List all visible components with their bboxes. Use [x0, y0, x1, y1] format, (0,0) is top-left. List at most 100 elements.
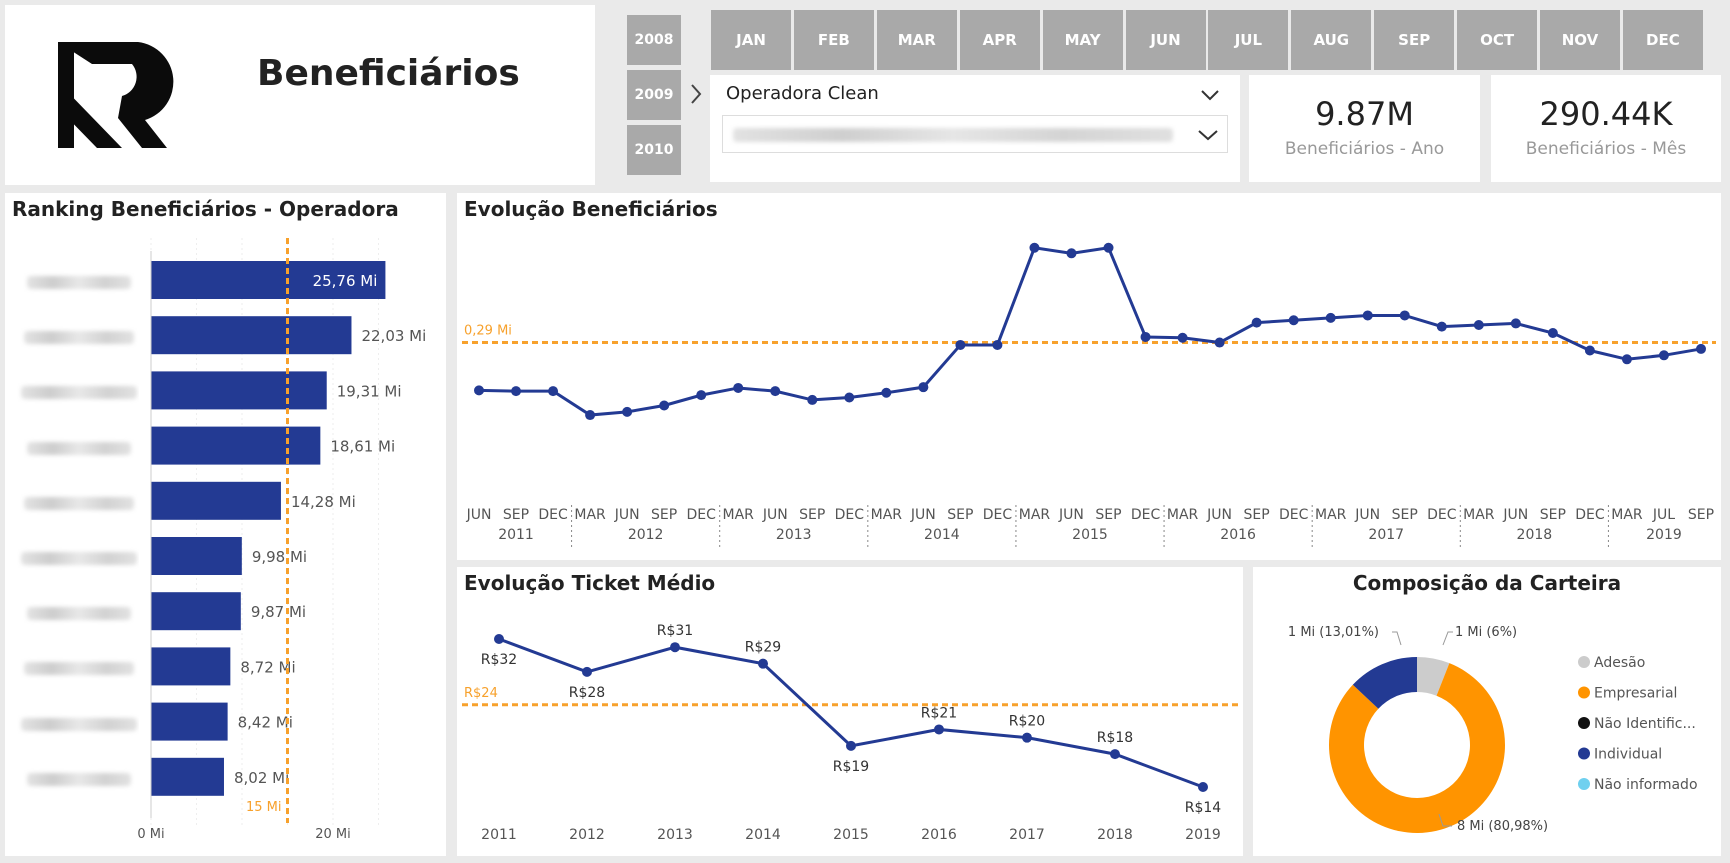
- leader-line: [1438, 813, 1452, 827]
- slice[interactable]: [1417, 657, 1450, 696]
- data-point[interactable]: [585, 410, 596, 421]
- logo-icon: [58, 42, 174, 148]
- data-point[interactable]: [807, 394, 818, 405]
- data-point[interactable]: [733, 382, 744, 393]
- data-point[interactable]: [582, 666, 592, 677]
- year-button-2008[interactable]: 2008: [627, 15, 681, 65]
- bar[interactable]: [151, 261, 386, 299]
- month-button-jan[interactable]: JAN: [711, 10, 791, 70]
- x-tick-label: DEC: [1575, 507, 1605, 523]
- plan-dropdown[interactable]: [722, 115, 1228, 153]
- data-point[interactable]: [1177, 332, 1188, 343]
- data-point[interactable]: [494, 634, 504, 644]
- data-point[interactable]: [1029, 242, 1040, 253]
- data-point[interactable]: [1436, 321, 1447, 332]
- data-point[interactable]: [1251, 317, 1262, 328]
- header-panel: Beneficiários: [5, 5, 595, 185]
- data-point[interactable]: [1658, 350, 1669, 361]
- data-point[interactable]: [1362, 310, 1373, 321]
- bar[interactable]: [151, 647, 231, 686]
- bar[interactable]: [151, 481, 281, 520]
- data-point[interactable]: [1066, 248, 1077, 259]
- data-point[interactable]: [1325, 312, 1336, 323]
- x-tick-label: JUN: [1058, 507, 1084, 523]
- data-point[interactable]: [1103, 242, 1114, 253]
- data-point[interactable]: [1022, 732, 1032, 743]
- month-button-apr[interactable]: APR: [959, 10, 1040, 70]
- category-label: [27, 772, 131, 786]
- chevron-down-icon: [1201, 90, 1219, 101]
- data-point[interactable]: [918, 382, 929, 393]
- data-point[interactable]: [1696, 343, 1706, 354]
- data-point[interactable]: [758, 658, 768, 669]
- data-point[interactable]: [1198, 782, 1208, 792]
- month-button-may[interactable]: MAY: [1042, 10, 1123, 70]
- slice[interactable]: [1352, 657, 1417, 709]
- data-point[interactable]: [1584, 345, 1595, 356]
- data-point[interactable]: [1288, 315, 1299, 326]
- category-label: [21, 386, 137, 400]
- month-button-feb[interactable]: FEB: [793, 10, 874, 70]
- month-button-jun[interactable]: JUN: [1125, 10, 1206, 70]
- legend-label[interactable]: Não Identific...: [1594, 716, 1696, 732]
- x-tick-label: DEC: [983, 507, 1013, 523]
- legend-label[interactable]: Empresarial: [1594, 686, 1677, 702]
- bar[interactable]: [151, 757, 224, 796]
- month-button-nov[interactable]: NOV: [1540, 10, 1620, 70]
- data-point[interactable]: [659, 400, 670, 411]
- bar[interactable]: [151, 702, 228, 741]
- kpi-card-ano: 9.87M Beneficiários - Ano: [1249, 75, 1480, 182]
- year-label: 2016: [1220, 527, 1256, 543]
- x-tick-label: JUN: [1206, 507, 1232, 523]
- data-point[interactable]: [992, 339, 1003, 350]
- data-point[interactable]: [1510, 318, 1521, 329]
- data-point[interactable]: [474, 385, 484, 396]
- data-point[interactable]: [1214, 337, 1225, 348]
- month-button-oct[interactable]: OCT: [1457, 10, 1538, 70]
- data-point[interactable]: [1110, 749, 1120, 760]
- x-tick-label: SEP: [503, 507, 529, 523]
- operadora-dropdown-label: Operadora Clean: [726, 83, 879, 104]
- legend-label[interactable]: Adesão: [1594, 655, 1645, 671]
- year-button-2009[interactable]: 2009: [627, 70, 681, 120]
- year-button-2010[interactable]: 2010: [627, 125, 681, 175]
- data-point[interactable]: [670, 642, 680, 653]
- x-tick-label: SEP: [947, 507, 973, 523]
- bar[interactable]: [151, 592, 241, 631]
- x-tick-label: JUL: [1652, 507, 1675, 523]
- data-point[interactable]: [846, 740, 856, 751]
- leader-line: [1392, 631, 1402, 646]
- bar[interactable]: [151, 371, 327, 410]
- month-button-dec[interactable]: DEC: [1622, 10, 1703, 70]
- data-point[interactable]: [934, 724, 944, 735]
- data-point[interactable]: [1621, 354, 1632, 365]
- month-button-mar[interactable]: MAR: [876, 10, 957, 70]
- data-point[interactable]: [844, 392, 855, 403]
- data-point[interactable]: [696, 390, 707, 401]
- data-point[interactable]: [955, 339, 966, 350]
- bar[interactable]: [151, 537, 242, 575]
- x-tick-label: 2017: [1009, 827, 1045, 843]
- data-point[interactable]: [1547, 327, 1558, 338]
- bar[interactable]: [151, 426, 321, 465]
- slice[interactable]: [1329, 663, 1505, 833]
- data-point[interactable]: [511, 386, 522, 397]
- data-point[interactable]: [622, 406, 633, 417]
- chevron-right-icon[interactable]: [688, 82, 704, 106]
- data-point[interactable]: [1399, 310, 1410, 321]
- data-point[interactable]: [1473, 320, 1484, 331]
- month-button-aug[interactable]: AUG: [1291, 10, 1372, 70]
- month-button-sep[interactable]: SEP: [1374, 10, 1455, 70]
- legend-label[interactable]: Individual: [1594, 747, 1662, 763]
- data-point[interactable]: [881, 387, 892, 398]
- data-point[interactable]: [548, 386, 559, 397]
- month-button-jul[interactable]: JUL: [1208, 10, 1289, 70]
- bar[interactable]: [151, 316, 352, 355]
- x-tick-label: 2018: [1097, 827, 1133, 843]
- data-point[interactable]: [770, 386, 781, 397]
- data-point[interactable]: [1140, 331, 1151, 342]
- legend-label[interactable]: Não informado: [1594, 777, 1698, 793]
- x-tick-label: JUN: [910, 507, 936, 523]
- operadora-dropdown[interactable]: Operadora Clean: [718, 80, 1228, 110]
- x-tick-label: 20 Mi: [315, 827, 351, 842]
